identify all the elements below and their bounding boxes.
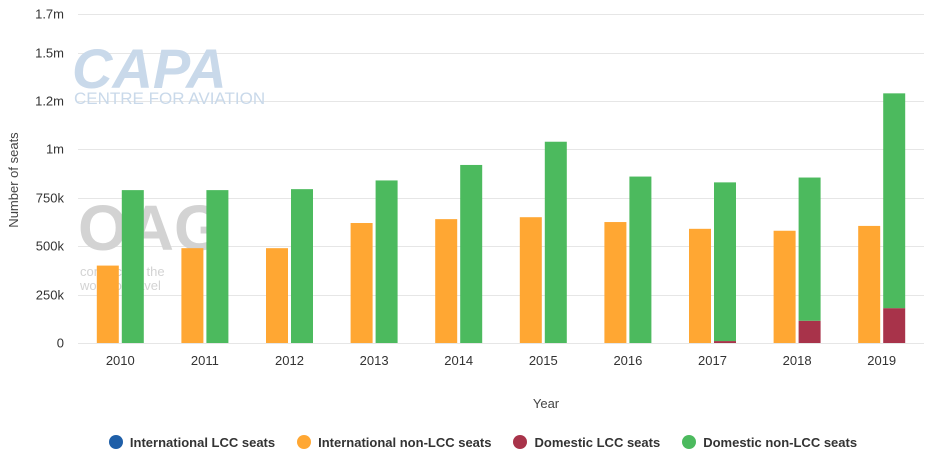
y-tick-label: 1.7m (35, 7, 64, 22)
y-tick-label: 1m (46, 142, 64, 157)
y-tick-label: 0 (57, 336, 64, 351)
bar-domestic-non-lcc-seats2018[interactable] (798, 177, 821, 321)
legend-item[interactable]: Domestic LCC seats (513, 435, 660, 450)
bar-international-non-lcc-seats2016[interactable] (604, 222, 627, 343)
bar-domestic-non-lcc-seats2014[interactable] (460, 164, 483, 343)
bar-international-non-lcc-seats2019[interactable] (858, 225, 881, 343)
capa-watermark: CAPA CENTRE FOR AVIATION (72, 37, 265, 108)
bar-domestic-non-lcc-seats2011[interactable] (206, 190, 229, 343)
bar-international-non-lcc-seats2011[interactable] (181, 248, 204, 343)
chart-legend: International LCC seats International non… (0, 431, 926, 453)
bar-domestic-non-lcc-seats2012[interactable] (291, 189, 313, 343)
y-tick-label: 750k (36, 191, 65, 206)
legend-item[interactable]: International non-LCC seats (297, 435, 491, 450)
x-tick-label: 2010 (106, 353, 135, 368)
x-tick-label: 2014 (444, 353, 473, 368)
y-tick-label: 250k (36, 288, 65, 303)
legend-label: International non-LCC seats (318, 434, 492, 450)
legend-item[interactable]: International LCC seats (108, 434, 276, 450)
bar-international-non-lcc-seats2018[interactable] (773, 230, 796, 343)
oag-watermark-subtitle-2: world of travel (79, 278, 161, 293)
bar-international-non-lcc-seats2015[interactable] (519, 217, 542, 343)
legend-label: International LCC seats (129, 434, 276, 450)
x-axis-title: Year (533, 396, 560, 411)
bar-international-non-lcc-seats2012[interactable] (266, 248, 288, 343)
bar-domestic-lcc-seats2017[interactable] (714, 341, 736, 343)
legend-swatch (108, 435, 123, 449)
bar-domestic-non-lcc-seats2016[interactable] (629, 176, 652, 343)
legend-label: Domestic non-LCC seats (703, 434, 858, 450)
x-tick-label: 2011 (191, 353, 219, 368)
bars (96, 93, 906, 343)
bar-domestic-non-lcc-seats2019[interactable] (883, 93, 906, 309)
capa-watermark-subtitle: CENTRE FOR AVIATION (74, 89, 265, 108)
legend-swatch (682, 435, 697, 449)
legend-item[interactable]: Domestic non-LCC seats (682, 435, 857, 450)
bar-international-non-lcc-seats2010[interactable] (96, 265, 119, 343)
y-axis-ticks: 0 250k 500k 750k 1m 1.2m 1.5m 1.7m (35, 7, 64, 351)
bar-international-non-lcc-seats2017[interactable] (689, 228, 711, 343)
x-tick-label: 2017 (698, 353, 727, 368)
x-tick-label: 2018 (783, 353, 812, 368)
legend-swatch (297, 435, 312, 449)
legend-swatch (513, 435, 528, 449)
legend-label: Domestic LCC seats (534, 434, 661, 450)
x-tick-label: 2013 (360, 353, 389, 368)
bar-international-non-lcc-seats2014[interactable] (435, 219, 458, 343)
bar-domestic-non-lcc-seats2013[interactable] (375, 180, 398, 343)
x-tick-label: 2016 (613, 353, 642, 368)
bar-domestic-non-lcc-seats2015[interactable] (544, 141, 567, 343)
x-tick-label: 2012 (275, 353, 304, 368)
x-tick-label: 2015 (529, 353, 558, 368)
capa-watermark-logo: CAPA (72, 37, 227, 100)
y-axis-title: Number of seats (6, 132, 21, 228)
bar-domestic-non-lcc-seats2010[interactable] (121, 190, 144, 343)
bar-domestic-non-lcc-seats2017[interactable] (714, 182, 736, 342)
bar-domestic-lcc-seats2019[interactable] (883, 308, 906, 343)
y-tick-label: 500k (36, 239, 65, 254)
x-tick-label: 2019 (867, 353, 896, 368)
y-tick-label: 1.2m (35, 94, 64, 109)
bar-international-non-lcc-seats2013[interactable] (350, 223, 373, 343)
bar-domestic-lcc-seats2018[interactable] (798, 320, 821, 343)
x-axis-ticks: 2010 2011 2012 2013 2014 2015 2016 2017 2018 2019 (106, 353, 896, 368)
y-tick-label: 1.5m (35, 46, 64, 61)
